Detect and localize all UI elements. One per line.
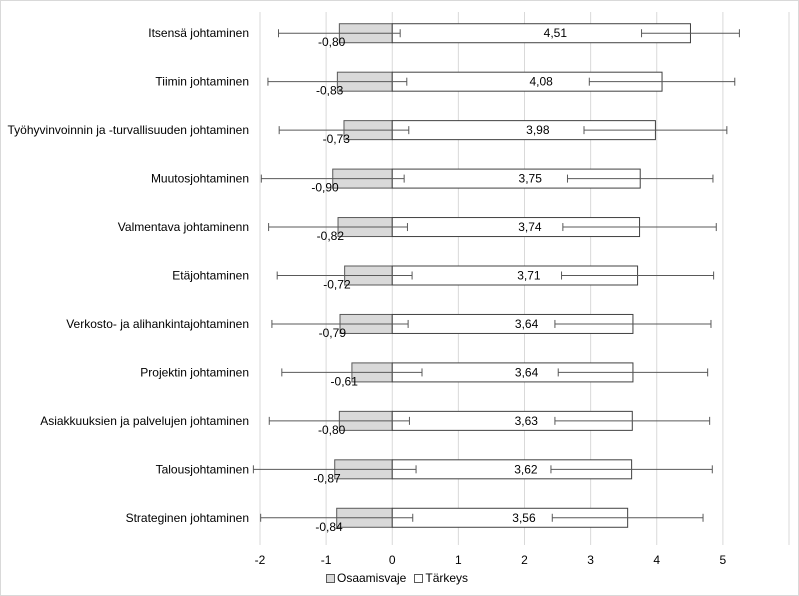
data-label-tarkeys: 3,64 [515,317,539,331]
data-label-osaamisvaje: -0,72 [323,278,351,292]
data-label-osaamisvaje: -0,83 [316,84,344,98]
legend-item-osaamisvaje: Osaamisvaje [326,571,406,585]
data-label-osaamisvaje: -0,80 [318,35,346,49]
x-tick-label: 5 [720,553,727,567]
data-label-osaamisvaje: -0,61 [331,374,359,388]
category-label: Valmentava johtaminenn [118,220,249,234]
x-tick-label: 2 [521,553,528,567]
x-tick-label: 4 [653,553,660,567]
category-label: Projektin johtaminen [140,365,249,379]
data-label-osaamisvaje: -0,82 [317,229,345,243]
data-label-tarkeys: 3,56 [512,511,536,525]
x-tick-label: 3 [587,553,594,567]
legend-label-tarkeys: Tärkeys [425,571,469,585]
data-label-osaamisvaje: -0,87 [313,471,341,485]
x-tick-label: -1 [321,553,332,567]
data-label-tarkeys: 3,98 [526,123,550,137]
category-label: Verkosto- ja alihankintajohtaminen [66,317,249,331]
data-label-osaamisvaje: -0,84 [315,520,343,534]
category-label: Etäjohtaminen [172,269,249,283]
category-label: Tiimin johtaminen [155,75,249,89]
data-label-tarkeys: 3,74 [518,220,542,234]
data-label-tarkeys: 3,71 [517,269,541,283]
data-label-tarkeys: 3,62 [514,462,538,476]
x-tick-label: 0 [389,553,396,567]
category-label: Strateginen johtaminen [126,511,249,525]
x-tick-label: 1 [455,553,462,567]
data-label-tarkeys: 3,75 [519,172,543,186]
data-label-osaamisvaje: -0,80 [318,423,346,437]
category-label: Itsensä johtaminen [148,26,249,40]
category-label: Asiakkuuksien ja palvelujen johtaminen [40,414,249,428]
data-label-osaamisvaje: -0,90 [311,181,339,195]
data-label-tarkeys: 3,64 [515,365,539,379]
legend-swatch-osaamisvaje [326,573,335,583]
x-tick-label: -2 [255,553,266,567]
data-label-tarkeys: 4,51 [544,26,568,40]
legend-label-osaamisvaje: Osaamisvaje [337,571,407,585]
legend: Osaamisvaje Tärkeys [326,571,472,585]
data-label-tarkeys: 3,63 [515,414,539,428]
category-label: Työhyvinvoinnin ja -turvallisuuden johta… [8,123,249,137]
category-label: Muutosjohtaminen [151,172,249,186]
data-label-tarkeys: 4,08 [529,75,553,89]
legend-item-tarkeys: Tärkeys [414,571,468,585]
data-label-osaamisvaje: -0,73 [323,132,351,146]
data-label-osaamisvaje: -0,79 [319,326,347,340]
category-label: Talousjohtaminen [156,462,249,476]
legend-swatch-tarkeys [414,573,424,583]
